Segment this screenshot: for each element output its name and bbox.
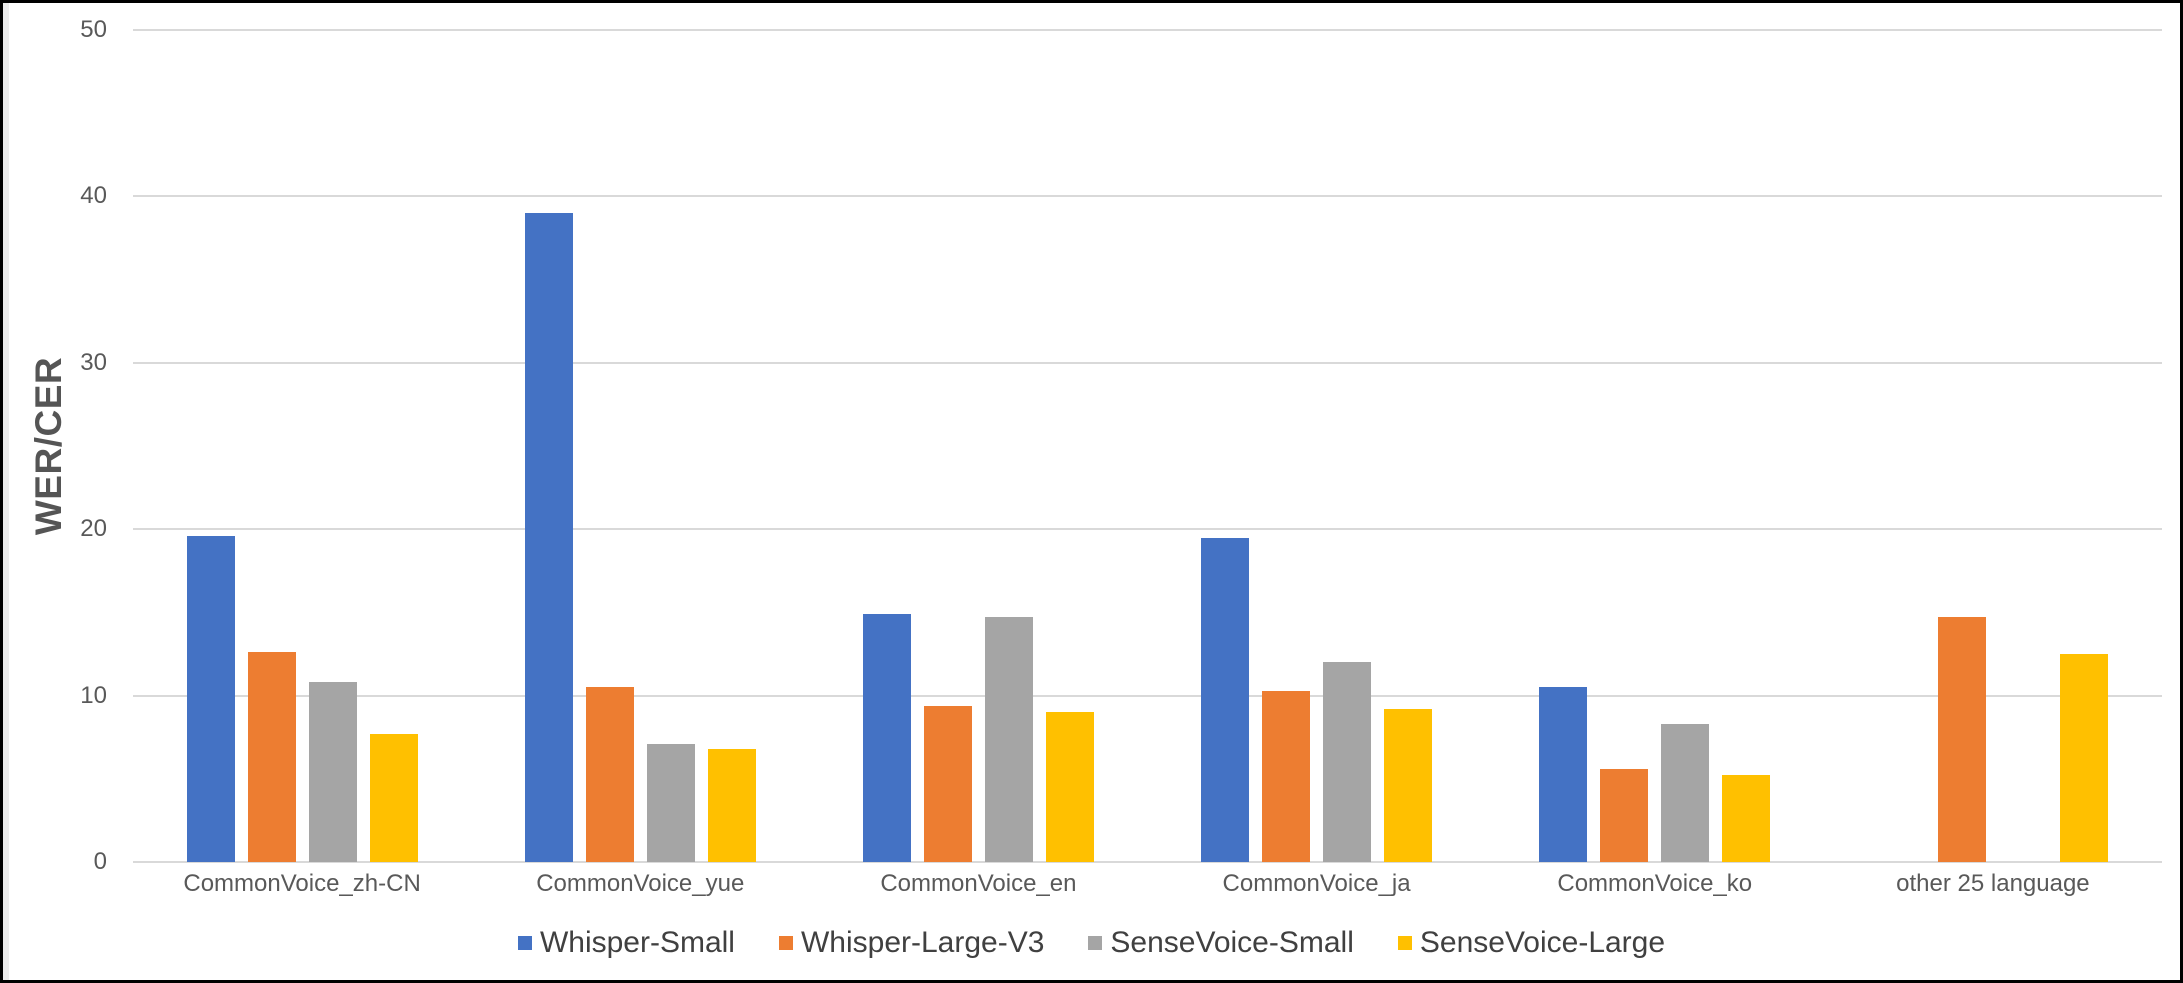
- bar-sensevoice-large-commonvoice-ja: [1384, 708, 1433, 862]
- legend-label: Whisper-Large-V3: [800, 926, 1045, 959]
- bar-whisper-large-v3-commonvoice-ko: [1600, 768, 1649, 862]
- legend-label: Whisper-Small: [539, 926, 735, 959]
- gridline-20: [133, 528, 2162, 531]
- gridline-50: [133, 29, 2162, 31]
- bar-sensevoice-large-commonvoice-zh-cn: [369, 733, 418, 862]
- y-axis-tick-label: 30: [80, 348, 107, 376]
- left-edge-strip: [3, 3, 9, 980]
- bar-whisper-large-v3-commonvoice-zh-cn: [247, 652, 296, 862]
- bar-whisper-small-commonvoice-ja: [1201, 537, 1250, 862]
- legend-item-whisper-large-v3: Whisper-Large-V3: [778, 926, 1045, 960]
- plot-area: [133, 29, 2162, 863]
- bar-whisper-small-commonvoice-en: [862, 614, 911, 862]
- bar-sensevoice-small-commonvoice-yue: [646, 743, 695, 862]
- bar-whisper-large-v3-commonvoice-ja: [1262, 690, 1311, 862]
- bar-sensevoice-small-commonvoice-en: [984, 617, 1033, 862]
- gridline-30: [133, 361, 2162, 364]
- bar-sensevoice-small-commonvoice-ja: [1323, 662, 1372, 862]
- y-axis-tick-label: 40: [80, 182, 107, 210]
- gridline-10: [133, 694, 2162, 697]
- legend-label: SenseVoice-Small: [1110, 926, 1354, 959]
- x-axis-category-label: CommonVoice_ko: [1557, 870, 1753, 897]
- gridline-40: [133, 195, 2162, 198]
- legend: Whisper-Small Whisper-Large-V3 SenseVoice-…: [3, 921, 2180, 965]
- bar-whisper-small-commonvoice-ko: [1539, 687, 1588, 862]
- y-axis-title: WER/CER: [28, 356, 69, 536]
- legend-swatch-icon: [517, 936, 532, 950]
- bar-sensevoice-large-commonvoice-yue: [707, 748, 756, 862]
- x-axis-category-label: CommonVoice_en: [880, 870, 1077, 897]
- bar-sensevoice-large-other-25-language: [2060, 654, 2109, 862]
- legend-swatch-icon: [1397, 936, 1412, 950]
- bar-sensevoice-small-commonvoice-zh-cn: [308, 682, 357, 862]
- y-axis-tick-label: 0: [93, 848, 107, 875]
- bar-sensevoice-small-commonvoice-ko: [1661, 723, 1710, 862]
- y-axis-tick-label: 20: [80, 515, 107, 543]
- bar-whisper-small-commonvoice-zh-cn: [186, 535, 235, 862]
- legend-label: SenseVoice-Large: [1419, 926, 1666, 959]
- bar-whisper-large-v3-other-25-language: [1938, 617, 1987, 862]
- bar-whisper-small-commonvoice-yue: [524, 213, 573, 862]
- gridline-0: [133, 861, 2162, 863]
- bar-sensevoice-large-commonvoice-ko: [1722, 775, 1771, 862]
- x-axis-category-label: CommonVoice_yue: [536, 870, 745, 897]
- bar-whisper-large-v3-commonvoice-en: [923, 705, 972, 862]
- x-axis-category-label: other 25 language: [1896, 870, 2090, 897]
- legend-item-sensevoice-small: SenseVoice-Small: [1088, 926, 1354, 960]
- x-axis-category-label: CommonVoice_zh-CN: [183, 870, 421, 897]
- bar-sensevoice-large-commonvoice-en: [1045, 712, 1094, 862]
- x-axis-category-label: CommonVoice_ja: [1222, 870, 1411, 897]
- legend-swatch-icon: [778, 936, 793, 950]
- y-axis-tick-label: 50: [80, 16, 107, 43]
- legend-swatch-icon: [1088, 936, 1103, 950]
- legend-item-whisper-small: Whisper-Small: [517, 926, 735, 960]
- y-axis-tick-label: 10: [80, 681, 107, 709]
- bar-whisper-large-v3-commonvoice-yue: [585, 687, 634, 862]
- legend-item-sensevoice-large: SenseVoice-Large: [1397, 926, 1666, 960]
